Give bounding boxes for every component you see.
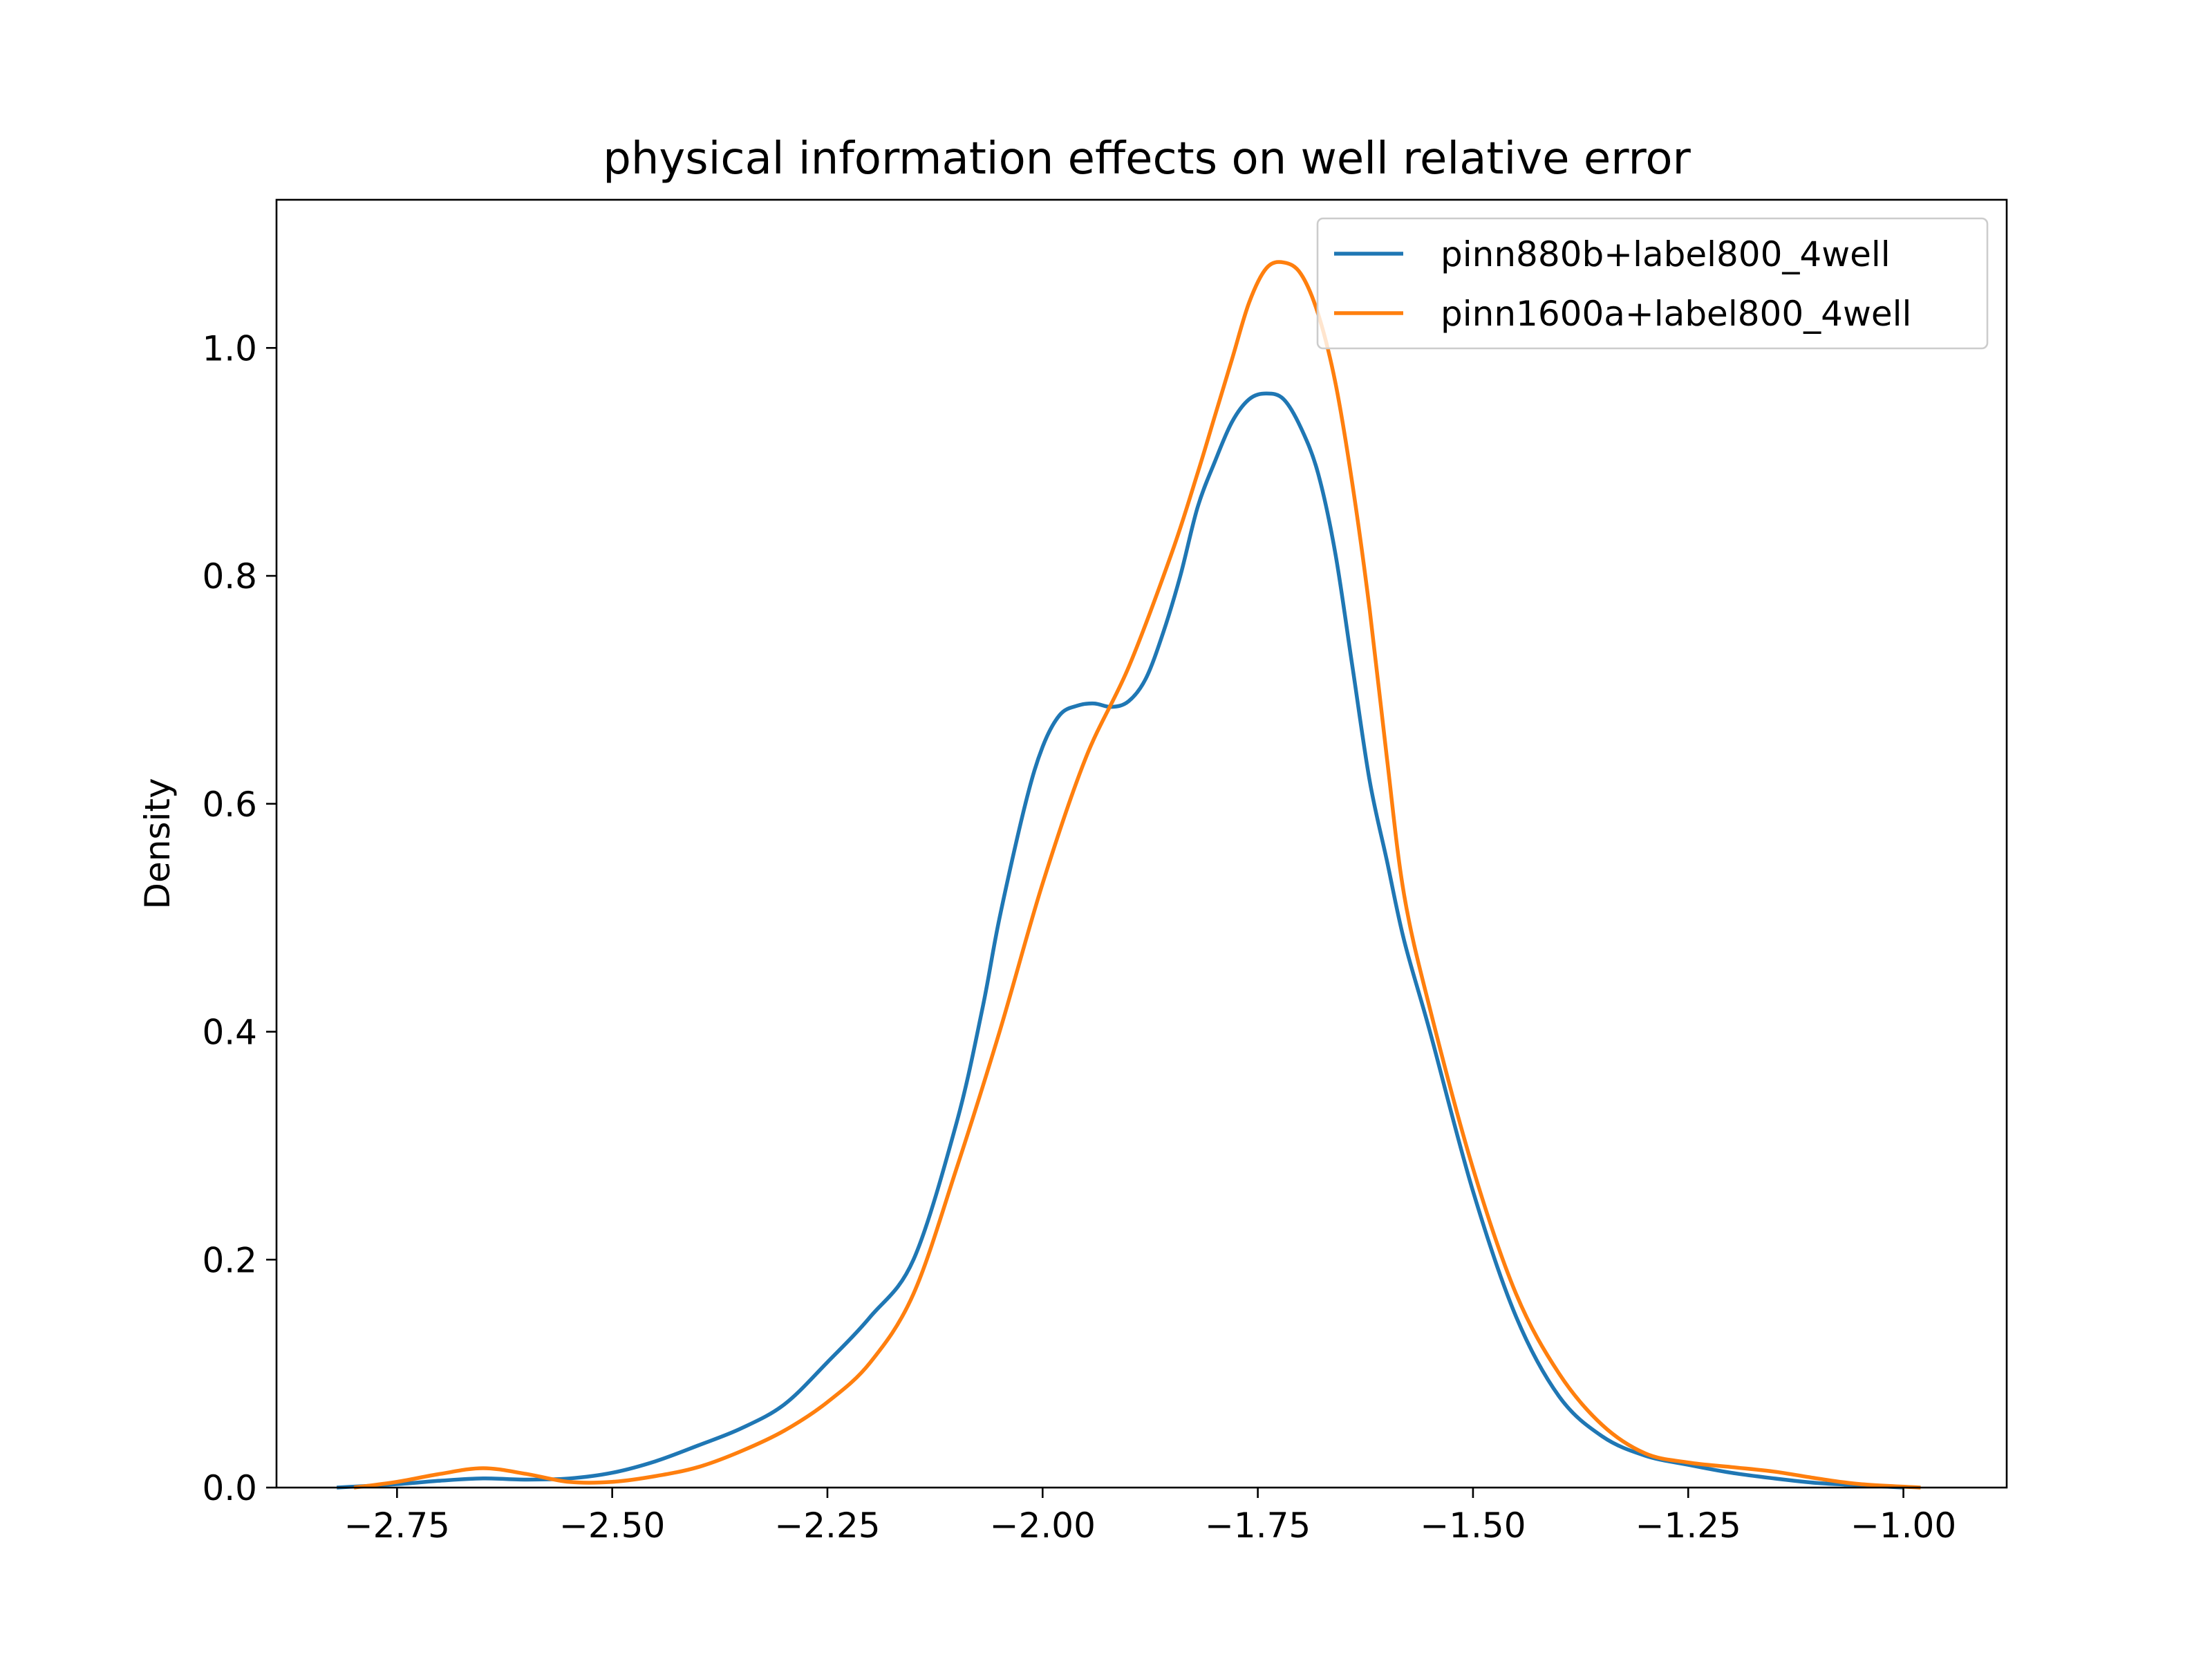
y-tick-label: 0.2 [202,1240,257,1280]
y-tick-label: 0.0 [202,1468,257,1508]
x-tick-label: −1.50 [1420,1506,1526,1546]
x-tick-label: −1.25 [1635,1506,1741,1546]
x-tick-label: −1.75 [1205,1506,1311,1546]
y-axis: 0.0 0.2 0.4 0.6 0.8 1.0 [202,328,276,1508]
y-tick-label: 0.4 [202,1013,257,1053]
y-tick-label: 1.0 [202,328,257,368]
chart-title: physical information effects on well rel… [603,133,1691,185]
legend-box [1316,217,1989,350]
x-tick-label: −2.50 [559,1506,665,1546]
legend: pinn880b+label800_4well pinn1600a+label80… [1316,217,1989,350]
y-tick-label: 0.6 [202,785,257,825]
x-tick-label: −1.00 [1850,1506,1956,1546]
legend-label-2: pinn1600a+label800_4well [1441,294,1911,334]
legend-label-1: pinn880b+label800_4well [1441,234,1891,274]
x-axis: −2.75 −2.50 −2.25 −2.00 −1.75 −1.50 −1.25 −1.00 [344,1488,1956,1546]
x-tick-label: −2.00 [990,1506,1096,1546]
plot-frame [275,198,2008,1489]
x-tick-label: −2.25 [774,1506,880,1546]
x-tick-label: −2.75 [344,1506,450,1546]
series-line-2 [353,260,1921,1490]
curves-layer [337,260,1921,1490]
y-tick-label: 0.8 [202,556,257,597]
y-axis-label: Density [138,778,178,909]
series-line-1 [337,391,1904,1490]
